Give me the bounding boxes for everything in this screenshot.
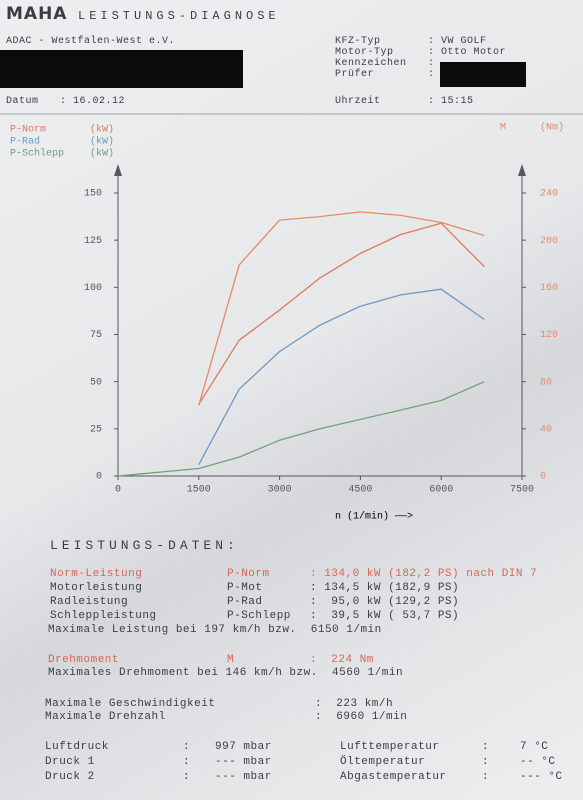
field-value: :: [428, 69, 435, 80]
y-tick-label: 75: [90, 330, 102, 341]
max-speed-label: Maximale Geschwindigkeit: [45, 698, 216, 710]
result-value: : 39,5 kW ( 53,7 PS): [310, 610, 460, 622]
legend-unit: (Nm): [540, 122, 564, 134]
condition: --- mbar: [215, 771, 272, 783]
torque-symbol: M: [227, 654, 235, 666]
max-torque: Maximales Drehmoment bei 146 km/h bzw. 4…: [48, 667, 404, 679]
max-rpm-label: Maximale Drehzahl: [45, 711, 166, 723]
y2-tick-label: 120: [540, 330, 558, 341]
result-label: Radleistung: [50, 596, 129, 608]
legend-name: P-Norm: [10, 125, 46, 136]
field-label: Motor-Typ: [335, 47, 394, 58]
redaction: [440, 62, 526, 87]
condition: Öltemperatur: [340, 756, 426, 768]
time-label: Uhrzeit: [335, 96, 381, 107]
field-value: : Otto Motor: [428, 47, 507, 58]
field-value: :: [428, 58, 435, 69]
x-tick-label: 1500: [187, 485, 211, 496]
result-symbol: P-Mot: [227, 582, 263, 594]
condition: :: [183, 756, 191, 768]
result-symbol: P-Schlepp: [227, 610, 291, 622]
field-label: KFZ-Typ: [335, 36, 381, 47]
series-line: [117, 381, 485, 477]
condition: Druck 1: [45, 756, 95, 768]
condition: Druck 2: [45, 771, 95, 783]
y2-tick-label: 0: [540, 472, 546, 483]
x-tick-label: 4500: [348, 485, 372, 496]
y2-tick-label: 160: [540, 283, 558, 294]
field-value: : VW GOLF: [428, 36, 487, 47]
max-speed-value: : 223 km/h: [315, 698, 394, 710]
y2-tick-label: 80: [540, 377, 552, 388]
condition: -- °C: [520, 756, 556, 768]
result-symbol: P-Norm: [227, 568, 270, 580]
result-value: : 134,5 kW (182,9 PS): [310, 582, 460, 594]
legend-unit: (kW): [90, 124, 114, 136]
chart: n (1/min) ——> 02550751001251500408012016…: [0, 113, 583, 523]
axis-arrow: [114, 164, 122, 176]
series-line: [198, 222, 485, 405]
condition: --- mbar: [215, 756, 272, 768]
legend-unit: (kW): [90, 148, 114, 160]
result-label: Motorleistung: [50, 582, 143, 594]
condition: Lufttemperatur: [340, 741, 440, 753]
field-label: Prüfer: [335, 69, 375, 80]
condition: Luftdruck: [45, 741, 109, 753]
logo: MAHA: [6, 4, 68, 24]
y2-tick-label: 240: [540, 189, 558, 200]
result-value: : 134,0 kW (182,2 PS) nach DIN 7: [310, 568, 538, 580]
condition: :: [482, 741, 490, 753]
legend-unit: (kW): [90, 136, 114, 148]
y2-tick-label: 40: [540, 424, 552, 435]
axis-arrow: [518, 164, 526, 176]
result-label: Norm-Leistung: [50, 568, 143, 580]
condition: :: [482, 756, 490, 768]
y-tick-label: 100: [84, 283, 102, 294]
series-line: [198, 288, 485, 466]
redaction: [0, 50, 243, 88]
condition: :: [183, 771, 191, 783]
x-tick-label: 7500: [510, 485, 534, 496]
doc-title: LEISTUNGS-DIAGNOSE: [78, 9, 280, 23]
x-tick-label: 0: [115, 485, 121, 496]
legend-name: M: [500, 123, 506, 134]
result-label: Schleppleistung: [50, 610, 157, 622]
legend-name: P-Rad: [10, 136, 40, 148]
result-symbol: P-Rad: [227, 596, 263, 608]
x-axis-label: n (1/min) ——>: [335, 511, 413, 523]
result-value: : 95,0 kW (129,2 PS): [310, 596, 460, 608]
y-tick-label: 0: [96, 472, 102, 483]
y-tick-label: 125: [84, 236, 102, 247]
y-tick-label: 150: [84, 189, 102, 200]
condition: --- °C: [520, 771, 563, 783]
condition: Abgastemperatur: [340, 771, 447, 783]
condition: :: [482, 771, 490, 783]
time-value: : 15:15: [428, 96, 474, 107]
y-tick-label: 25: [90, 424, 102, 435]
company: ADAC - Westfalen-West e.V.: [6, 36, 176, 47]
y2-tick-label: 200: [540, 236, 558, 247]
condition: 997 mbar: [215, 741, 272, 753]
date-label: Datum: [6, 96, 39, 107]
condition: 7 °C: [520, 741, 549, 753]
y-tick-label: 50: [90, 377, 102, 388]
max-power: Maximale Leistung bei 197 km/h bzw. 6150…: [48, 624, 382, 636]
torque-value: : 224 Nm: [310, 654, 374, 666]
x-tick-label: 6000: [429, 485, 453, 496]
series-line: [198, 211, 485, 406]
torque-label: Drehmoment: [48, 654, 120, 666]
condition: :: [183, 741, 191, 753]
date-value: : 16.02.12: [60, 96, 126, 107]
results-title: LEISTUNGS-DATEN:: [50, 538, 239, 553]
max-rpm-value: : 6960 1/min: [315, 711, 408, 723]
field-label: Kennzeichen: [335, 58, 407, 69]
legend-name: P-Schlepp: [10, 148, 64, 160]
x-tick-label: 3000: [268, 485, 292, 496]
